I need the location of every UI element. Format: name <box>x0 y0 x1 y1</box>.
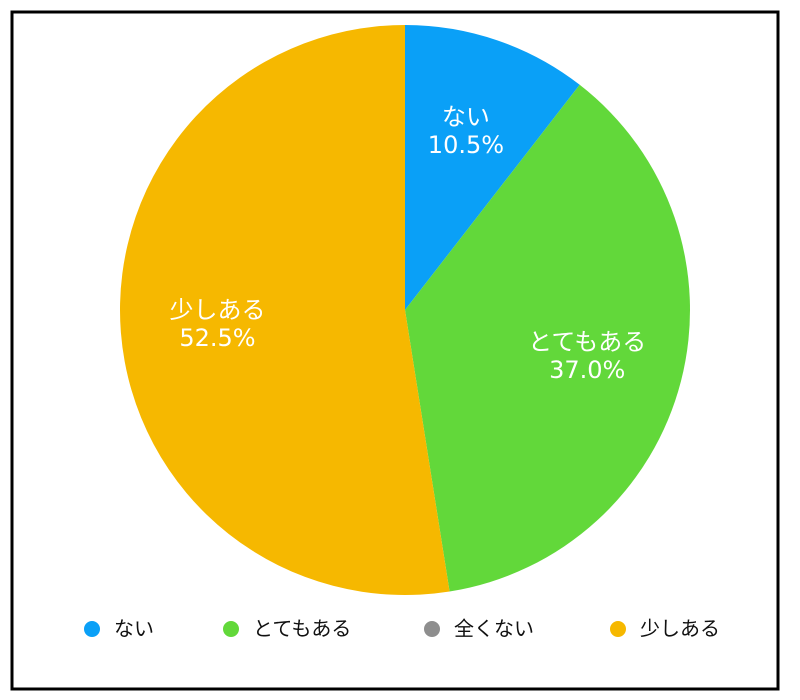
legend-marker <box>610 621 626 637</box>
slice-category-label: ない <box>442 103 490 131</box>
legend-marker <box>84 621 100 637</box>
legend-label: 少しある <box>640 617 720 641</box>
legend-marker <box>223 621 239 637</box>
slice-category-label: 少しある <box>169 296 265 324</box>
pie-slice <box>405 84 690 592</box>
pie-slice <box>405 25 580 310</box>
legend-marker <box>424 621 440 637</box>
slice-value-label: 52.5% <box>179 324 255 352</box>
pie-slice <box>119 25 450 596</box>
slice-value-label: 10.5% <box>428 131 504 159</box>
slice-value-label: 37.0% <box>549 356 625 384</box>
legend-label: とてもある <box>253 617 351 641</box>
legend-label: ない <box>114 617 154 641</box>
legend-label: 全くない <box>454 617 534 641</box>
slice-category-label: とてもある <box>528 328 646 356</box>
